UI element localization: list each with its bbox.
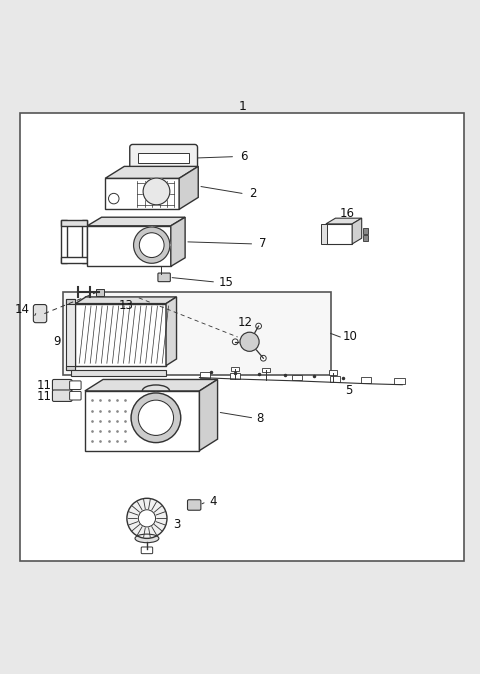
Polygon shape [326, 218, 362, 224]
Text: 12: 12 [237, 316, 252, 329]
Bar [321, 224, 327, 244]
Text: 16: 16 [340, 208, 355, 220]
Bar [291, 375, 302, 380]
FancyBboxPatch shape [188, 499, 201, 510]
Polygon shape [105, 166, 198, 179]
Text: 11: 11 [36, 379, 51, 392]
Bar [363, 228, 368, 234]
Circle shape [143, 178, 170, 205]
Text: 15: 15 [218, 276, 233, 288]
Text: 13: 13 [118, 299, 133, 313]
Polygon shape [179, 166, 198, 210]
Bar [361, 377, 371, 383]
FancyBboxPatch shape [34, 305, 47, 323]
Circle shape [138, 400, 174, 435]
FancyBboxPatch shape [70, 381, 81, 390]
Text: 5: 5 [345, 384, 352, 397]
Bar [231, 367, 239, 371]
Polygon shape [199, 379, 217, 451]
Bar [66, 365, 75, 371]
Circle shape [133, 227, 170, 264]
Polygon shape [171, 217, 185, 266]
Polygon shape [166, 297, 177, 365]
Text: 14: 14 [15, 303, 30, 316]
Bar [82, 220, 87, 263]
Text: 11: 11 [36, 390, 51, 403]
Polygon shape [87, 217, 185, 226]
Text: 4: 4 [209, 495, 216, 508]
Bar [63, 292, 331, 375]
Bar [96, 289, 105, 296]
Ellipse shape [135, 534, 159, 543]
Bar [61, 257, 87, 263]
Bar [330, 376, 340, 382]
Bar [263, 367, 270, 372]
Text: 9: 9 [54, 335, 61, 348]
FancyBboxPatch shape [141, 547, 153, 553]
Bar [138, 153, 189, 163]
Bar [363, 235, 368, 241]
Circle shape [232, 339, 238, 344]
Circle shape [256, 324, 262, 329]
Bar [66, 299, 75, 371]
Bar [229, 373, 240, 379]
Text: 7: 7 [259, 237, 266, 251]
Polygon shape [105, 179, 179, 210]
Circle shape [127, 498, 167, 539]
Polygon shape [75, 303, 166, 365]
Polygon shape [352, 218, 362, 244]
Polygon shape [75, 297, 177, 303]
Polygon shape [85, 391, 199, 451]
Polygon shape [87, 226, 171, 266]
Text: 1: 1 [239, 100, 246, 113]
Circle shape [138, 510, 156, 527]
Bar [66, 299, 75, 303]
Bar [329, 370, 337, 375]
FancyBboxPatch shape [70, 392, 81, 400]
Bar [61, 220, 87, 226]
Text: 2: 2 [250, 187, 257, 200]
Circle shape [139, 233, 164, 257]
Text: 6: 6 [240, 150, 248, 163]
Polygon shape [85, 379, 217, 391]
FancyBboxPatch shape [52, 390, 72, 402]
FancyBboxPatch shape [52, 379, 72, 391]
Bar [394, 378, 405, 384]
Text: 10: 10 [343, 330, 358, 344]
Circle shape [240, 332, 259, 351]
Bar [200, 372, 210, 378]
Circle shape [131, 393, 181, 443]
FancyBboxPatch shape [130, 144, 198, 172]
Polygon shape [326, 224, 352, 244]
Text: 3: 3 [173, 518, 180, 530]
Bar [71, 370, 166, 376]
Bar [61, 220, 67, 263]
FancyBboxPatch shape [158, 273, 170, 282]
Circle shape [261, 355, 266, 361]
Text: 8: 8 [257, 412, 264, 425]
